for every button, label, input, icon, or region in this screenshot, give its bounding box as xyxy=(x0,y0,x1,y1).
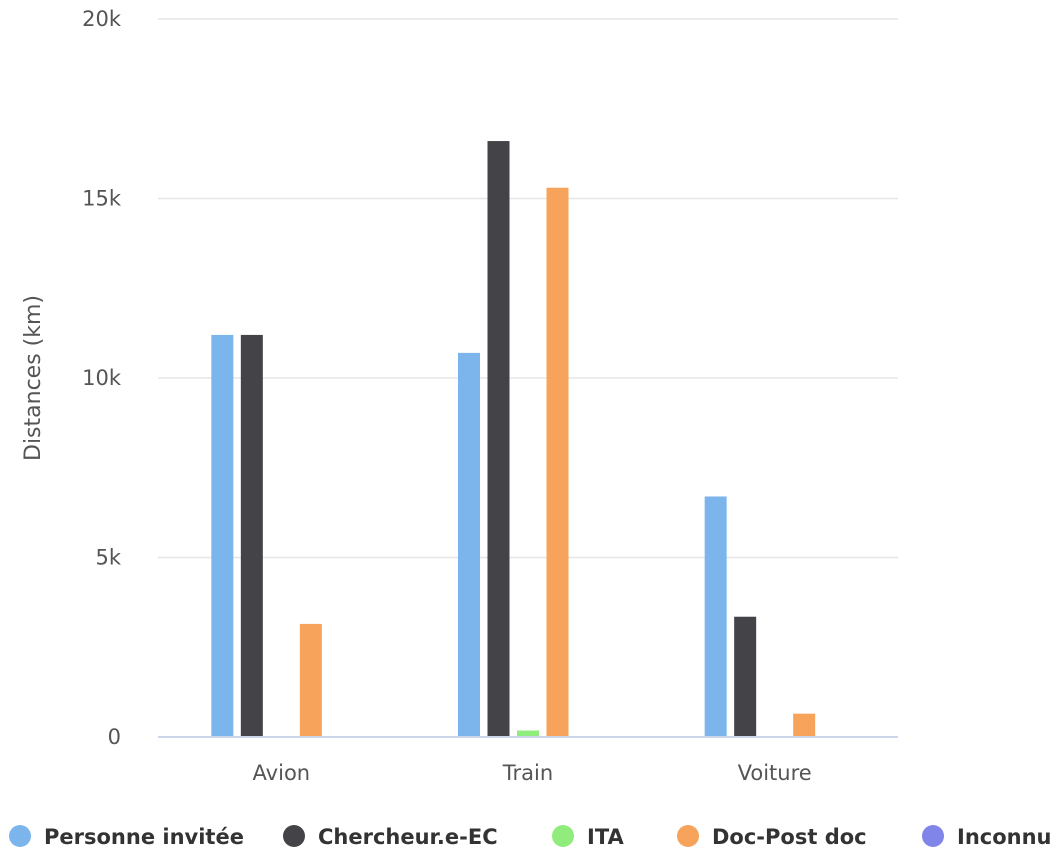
bar-avion-1[interactable] xyxy=(240,334,263,737)
y-tick-label: 0 xyxy=(108,725,121,749)
legend-item[interactable]: Personne invitée xyxy=(9,825,244,849)
bar-train-2[interactable] xyxy=(517,730,539,737)
legend-label: Personne invitée xyxy=(44,825,244,849)
y-tick-label: 15k xyxy=(82,187,122,211)
bar-voiture-3[interactable] xyxy=(793,713,816,737)
legend-label: ITA xyxy=(587,825,625,849)
legend-marker xyxy=(9,825,31,847)
bar-train-3[interactable] xyxy=(546,187,569,738)
y-tick-label: 5k xyxy=(95,546,121,570)
gridlines xyxy=(158,18,898,559)
x-tick-label: Train xyxy=(502,761,553,785)
bar-voiture-0[interactable] xyxy=(704,496,727,737)
y-tick-labels: 0 5k 10k 15k 20k xyxy=(82,7,122,749)
bar-voiture-1[interactable] xyxy=(734,616,757,737)
bars xyxy=(211,141,816,738)
legend: Personne invitée Chercheur.e-EC ITA Doc-Pos… xyxy=(9,825,1051,849)
legend-marker xyxy=(552,825,574,847)
legend-label: Chercheur.e-EC xyxy=(318,825,498,849)
legend-item[interactable]: ITA xyxy=(552,825,625,849)
legend-marker xyxy=(922,825,944,847)
bar-avion-0[interactable] xyxy=(211,334,234,737)
bar-train-0[interactable] xyxy=(458,352,480,737)
legend-label: Inconnu xyxy=(957,825,1051,849)
y-axis-label: Distances (km) xyxy=(21,295,46,461)
legend-label: Doc-Post doc xyxy=(712,825,867,849)
legend-marker xyxy=(283,825,305,847)
y-tick-label: 10k xyxy=(82,366,122,390)
legend-item[interactable]: Doc-Post doc xyxy=(677,825,867,849)
bar-avion-3[interactable] xyxy=(299,623,322,737)
x-tick-label: Avion xyxy=(253,761,311,785)
x-tick-labels: Avion Train Voiture xyxy=(253,761,812,785)
legend-marker xyxy=(677,825,699,847)
legend-item[interactable]: Inconnu xyxy=(922,825,1051,849)
x-tick-label: Voiture xyxy=(738,761,812,785)
bar-train-1[interactable] xyxy=(487,141,510,737)
legend-item[interactable]: Chercheur.e-EC xyxy=(283,825,498,849)
y-tick-label: 20k xyxy=(82,7,122,31)
